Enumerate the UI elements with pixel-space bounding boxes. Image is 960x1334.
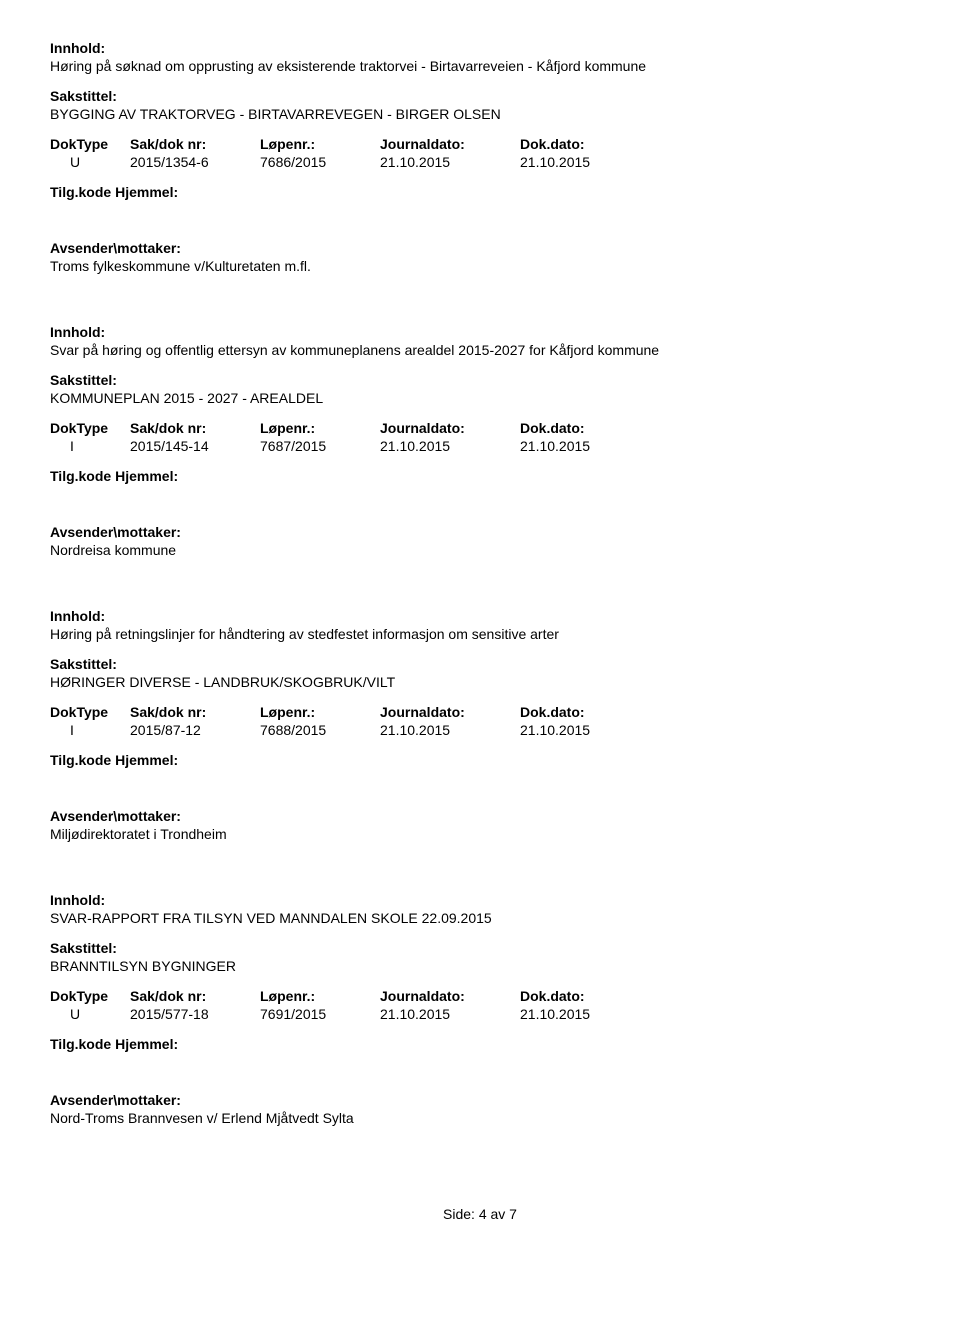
dokdato-value: 21.10.2015 [520,154,660,170]
hjemmel-label: Hjemmel: [115,1036,178,1052]
dokdato-header: Dok.dato: [520,136,660,152]
journaldato-value: 21.10.2015 [380,438,520,454]
lopenr-header: Løpenr.: [260,704,380,720]
lopenr-value: 7686/2015 [260,154,380,170]
innhold-label: Innhold: [50,40,910,56]
sakstittel-text: HØRINGER DIVERSE - LANDBRUK/SKOGBRUK/VIL… [50,674,910,690]
dokdato-header: Dok.dato: [520,420,660,436]
column-headers: DokType Sak/dok nr: Løpenr.: Journaldato… [50,136,910,152]
journaldato-header: Journaldato: [380,988,520,1004]
avsender-text: Miljødirektoratet i Trondheim [50,826,910,842]
doktype-header: DokType [50,988,130,1004]
avsender-label: Avsender\mottaker: [50,1092,910,1108]
lopenr-header: Løpenr.: [260,420,380,436]
hjemmel-label: Hjemmel: [115,184,178,200]
saknr-header: Sak/dok nr: [130,420,260,436]
avsender-text: Nord-Troms Brannvesen v/ Erlend Mjåtvedt… [50,1110,910,1126]
doktype-value: U [50,154,130,170]
lopenr-value: 7691/2015 [260,1006,380,1022]
tilgkode-label: Tilg.kode [50,752,111,768]
hjemmel-label: Hjemmel: [115,468,178,484]
data-row: I 2015/87-12 7688/2015 21.10.2015 21.10.… [50,722,910,738]
sakstittel-text: BYGGING AV TRAKTORVEG - BIRTAVARREVEGEN … [50,106,910,122]
innhold-text: SVAR-RAPPORT FRA TILSYN VED MANNDALEN SK… [50,910,910,926]
lopenr-header: Løpenr.: [260,988,380,1004]
sakstittel-text: BRANNTILSYN BYGNINGER [50,958,910,974]
lopenr-header: Løpenr.: [260,136,380,152]
page-footer: Side: 4 av 7 [50,1206,910,1222]
avsender-label: Avsender\mottaker: [50,240,910,256]
saknr-value: 2015/145-14 [130,438,260,454]
column-headers: DokType Sak/dok nr: Løpenr.: Journaldato… [50,420,910,436]
tilg-row: Tilg.kode Hjemmel: [50,468,910,484]
lopenr-value: 7688/2015 [260,722,380,738]
sakstittel-label: Sakstittel: [50,372,910,388]
data-row: U 2015/1354-6 7686/2015 21.10.2015 21.10… [50,154,910,170]
journaldato-header: Journaldato: [380,420,520,436]
saknr-header: Sak/dok nr: [130,704,260,720]
journaldato-value: 21.10.2015 [380,722,520,738]
journal-entry: Innhold: SVAR-RAPPORT FRA TILSYN VED MAN… [50,892,910,1126]
avsender-text: Nordreisa kommune [50,542,910,558]
journaldato-value: 21.10.2015 [380,154,520,170]
sakstittel-text: KOMMUNEPLAN 2015 - 2027 - AREALDEL [50,390,910,406]
doktype-header: DokType [50,420,130,436]
journal-entry: Innhold: Høring på søknad om opprusting … [50,40,910,274]
tilgkode-label: Tilg.kode [50,184,111,200]
data-row: U 2015/577-18 7691/2015 21.10.2015 21.10… [50,1006,910,1022]
doktype-value: I [50,722,130,738]
saknr-header: Sak/dok nr: [130,136,260,152]
tilgkode-label: Tilg.kode [50,1036,111,1052]
dokdato-header: Dok.dato: [520,988,660,1004]
doktype-value: I [50,438,130,454]
avsender-label: Avsender\mottaker: [50,808,910,824]
saknr-value: 2015/87-12 [130,722,260,738]
doktype-header: DokType [50,136,130,152]
avsender-label: Avsender\mottaker: [50,524,910,540]
tilgkode-label: Tilg.kode [50,468,111,484]
journal-entry: Innhold: Høring på retningslinjer for hå… [50,608,910,842]
tilg-row: Tilg.kode Hjemmel: [50,1036,910,1052]
tilg-row: Tilg.kode Hjemmel: [50,752,910,768]
innhold-label: Innhold: [50,892,910,908]
lopenr-value: 7687/2015 [260,438,380,454]
sakstittel-label: Sakstittel: [50,656,910,672]
saknr-header: Sak/dok nr: [130,988,260,1004]
doktype-header: DokType [50,704,130,720]
saknr-value: 2015/577-18 [130,1006,260,1022]
column-headers: DokType Sak/dok nr: Løpenr.: Journaldato… [50,704,910,720]
journal-entry: Innhold: Svar på høring og offentlig ett… [50,324,910,558]
dokdato-value: 21.10.2015 [520,438,660,454]
innhold-text: Høring på retningslinjer for håndtering … [50,626,910,642]
dokdato-header: Dok.dato: [520,704,660,720]
innhold-text: Høring på søknad om opprusting av eksist… [50,58,910,74]
sakstittel-label: Sakstittel: [50,940,910,956]
journaldato-header: Journaldato: [380,136,520,152]
avsender-text: Troms fylkeskommune v/Kulturetaten m.fl. [50,258,910,274]
sakstittel-label: Sakstittel: [50,88,910,104]
innhold-label: Innhold: [50,324,910,340]
dokdato-value: 21.10.2015 [520,722,660,738]
innhold-label: Innhold: [50,608,910,624]
doktype-value: U [50,1006,130,1022]
dokdato-value: 21.10.2015 [520,1006,660,1022]
tilg-row: Tilg.kode Hjemmel: [50,184,910,200]
journaldato-header: Journaldato: [380,704,520,720]
saknr-value: 2015/1354-6 [130,154,260,170]
hjemmel-label: Hjemmel: [115,752,178,768]
journaldato-value: 21.10.2015 [380,1006,520,1022]
data-row: I 2015/145-14 7687/2015 21.10.2015 21.10… [50,438,910,454]
column-headers: DokType Sak/dok nr: Løpenr.: Journaldato… [50,988,910,1004]
innhold-text: Svar på høring og offentlig ettersyn av … [50,342,910,358]
